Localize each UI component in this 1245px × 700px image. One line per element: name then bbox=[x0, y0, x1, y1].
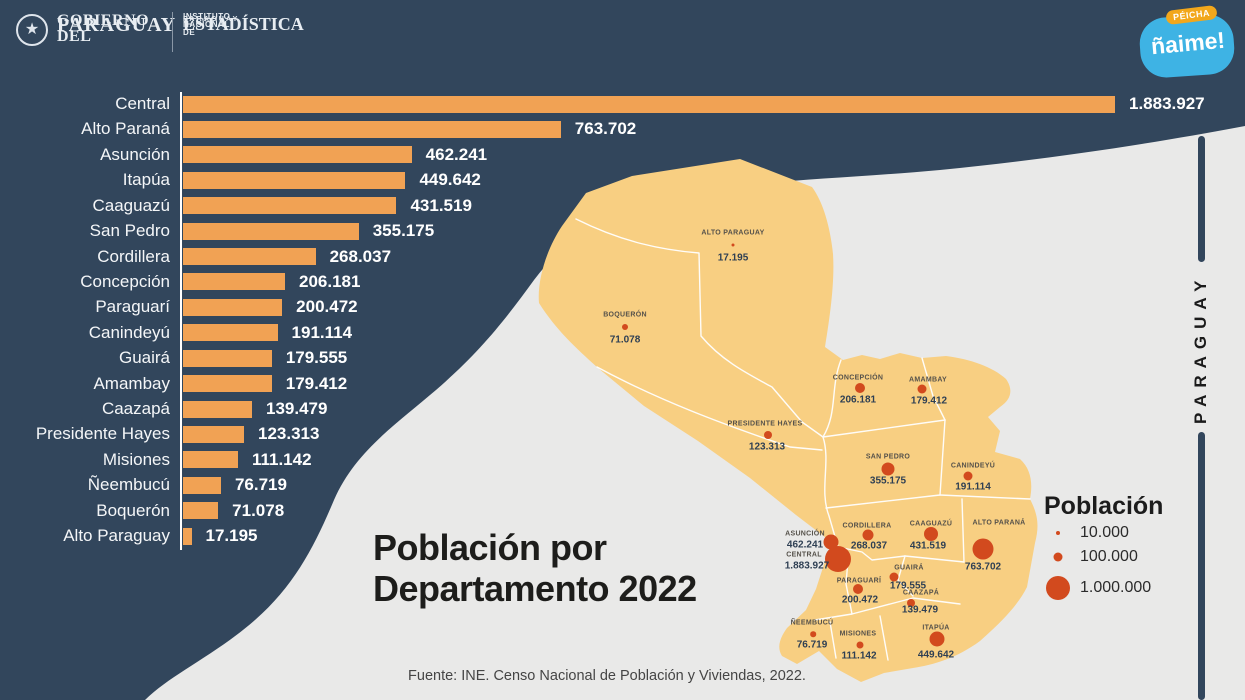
legend-title: Población bbox=[1044, 492, 1164, 520]
title-line1: Población por bbox=[373, 527, 607, 568]
page-title: Población por Departamento 2022 bbox=[373, 527, 793, 609]
side-rule-top bbox=[1198, 136, 1205, 262]
gov-line2: PARAGUAY bbox=[57, 14, 177, 36]
ine-line2: ESTADÍSTICA bbox=[183, 14, 304, 34]
gov-line1: GOBIERNO DEL bbox=[57, 12, 150, 45]
source-note: Fuente: INE. Censo Nacional de Población… bbox=[408, 668, 806, 684]
side-rule-bottom bbox=[1198, 432, 1205, 700]
ine-line3: PARAGUAY bbox=[183, 16, 240, 23]
side-country-label: PARAGUAY bbox=[1191, 273, 1210, 425]
ine-line1: INSTITUTO NACIONAL DE bbox=[183, 12, 231, 37]
bar-chart-axis bbox=[180, 92, 182, 550]
title-line2: Departamento 2022 bbox=[373, 568, 697, 609]
naime-badge: ñaime! PÉICHA bbox=[1138, 4, 1238, 80]
logo-divider bbox=[172, 12, 173, 52]
paraguay-emblem-icon: ★ bbox=[16, 14, 48, 46]
